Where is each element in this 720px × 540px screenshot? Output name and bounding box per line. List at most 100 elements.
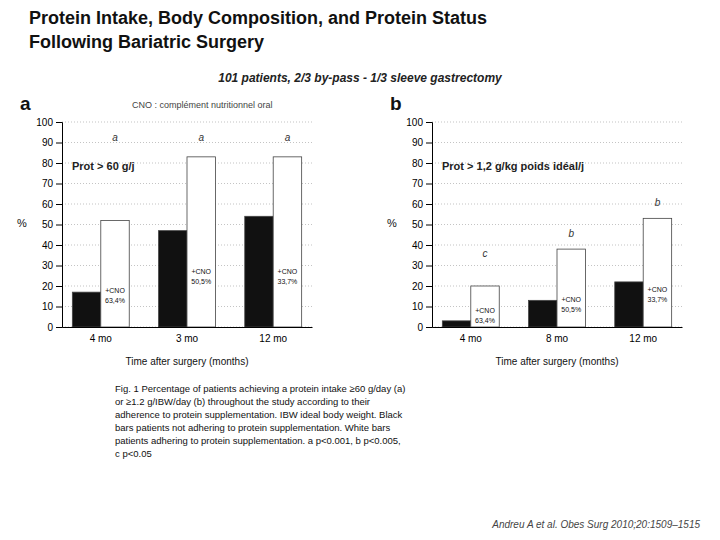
significance-label: b: [655, 197, 661, 208]
grid: [432, 122, 682, 327]
y-tick: 20: [412, 281, 432, 292]
citation: Andreu A et al. Obes Surg 2010;20:1509–1…: [491, 519, 700, 530]
y-axis-title: %: [387, 217, 397, 229]
x-tick: 3 mo: [176, 333, 199, 344]
y-axis: 0102030405060708090100: [36, 117, 62, 333]
y-tick: 20: [42, 281, 62, 292]
annotations: aaa+CNO63,4%+CNO50,5%+CNO33,7%: [105, 132, 298, 305]
y-tick-mark: [56, 122, 62, 123]
bar: [529, 300, 557, 327]
y-tick-mark: [426, 163, 432, 164]
y-tick: 30: [42, 260, 62, 271]
y-tick-label: 10: [412, 301, 424, 312]
annotations: cbb+CNO63,4%+CNO50,5%+CNO33,7%: [475, 197, 668, 324]
y-tick-mark: [426, 327, 432, 328]
significance-label: a: [112, 132, 118, 143]
x-tick-label: 8 mo: [546, 333, 569, 344]
y-tick: 80: [412, 158, 432, 169]
y-tick: 0: [417, 322, 432, 333]
inner-label: +CNO: [191, 268, 211, 275]
x-tick: 8 mo: [546, 333, 569, 344]
grid-line: [432, 204, 682, 205]
caption: patients adhering to protein supplementa…: [115, 435, 401, 446]
inner-label: +CNO: [278, 268, 298, 275]
y-tick: 50: [412, 219, 432, 230]
y-tick-label: 70: [42, 178, 54, 189]
bar: [273, 157, 301, 327]
y-tick-mark: [56, 225, 62, 226]
inner-label: +CNO: [561, 296, 581, 303]
grid: [62, 122, 312, 327]
y-tick-mark: [426, 143, 432, 144]
bar: [442, 321, 470, 327]
inner-label: 33,7%: [278, 278, 298, 285]
y-tick-label: 30: [42, 260, 54, 271]
y-tick: 80: [42, 158, 62, 169]
y-tick: 90: [42, 137, 62, 148]
caption: adherence to protein supplementation. IB…: [115, 409, 403, 420]
panel-subtitle: Prot > 60 g/j: [72, 160, 135, 172]
y-tick-mark: [426, 245, 432, 246]
y-tick: 50: [42, 219, 62, 230]
grid-line: [432, 183, 682, 184]
axis-line: [426, 123, 433, 328]
y-tick-mark: [426, 266, 432, 267]
y-tick-mark: [426, 122, 432, 123]
bars: [72, 157, 301, 327]
y-tick-mark: [56, 163, 62, 164]
y-tick-mark: [56, 307, 62, 308]
caption: Fig. 1 Percentage of patients achieving …: [115, 383, 405, 394]
x-axis: 4 mo3 mo12 mo: [63, 328, 313, 345]
inner-label: 50,5%: [561, 306, 581, 313]
significance-label: b: [568, 228, 574, 239]
y-tick-label: 80: [42, 158, 54, 169]
y-tick-label: 0: [47, 322, 53, 333]
grid-line: [432, 122, 682, 123]
significance-label: a: [198, 132, 204, 143]
y-tick-label: 50: [412, 219, 424, 230]
y-tick-label: 90: [42, 137, 54, 148]
axis-line: [433, 327, 683, 328]
inner-label: 33,7%: [648, 296, 668, 303]
bar: [72, 292, 100, 327]
inner-label: +CNO: [475, 307, 495, 314]
inner-label: +CNO: [105, 287, 125, 294]
y-tick-mark: [56, 286, 62, 287]
x-tick-label: 12 mo: [259, 333, 287, 344]
bar: [557, 249, 585, 327]
y-tick-mark: [56, 143, 62, 144]
y-tick-label: 20: [42, 281, 54, 292]
panel: cbb+CNO63,4%+CNO50,5%+CNO33,7%0102030405…: [387, 93, 682, 367]
y-tick-mark: [56, 266, 62, 267]
panel-label: a: [20, 93, 31, 114]
x-axis-title: Time after surgery (months): [126, 356, 249, 367]
y-tick: 10: [412, 301, 432, 312]
x-tick-label: 12 mo: [629, 333, 657, 344]
y-tick-mark: [56, 184, 62, 185]
x-tick-label: 4 mo: [460, 333, 483, 344]
bar: [159, 231, 187, 327]
inner-label: 63,4%: [475, 317, 495, 324]
caption: c p<0.05: [115, 448, 152, 459]
x-tick: 12 mo: [629, 333, 657, 344]
y-axis: 0102030405060708090100: [406, 117, 432, 333]
x-tick-label: 3 mo: [176, 333, 199, 344]
y-tick-label: 60: [42, 199, 54, 210]
y-tick: 70: [412, 178, 432, 189]
bars: [442, 218, 671, 327]
y-tick: 10: [42, 301, 62, 312]
note: CNO : complément nutritionnel oral: [132, 100, 273, 110]
y-tick-mark: [426, 307, 432, 308]
significance-label: c: [483, 248, 488, 259]
axis-line: [56, 123, 63, 328]
caption: or ≥1.2 g/IBW/day (b) throughout the stu…: [115, 396, 370, 407]
y-tick-label: 100: [36, 117, 53, 128]
y-tick: 0: [47, 322, 62, 333]
y-tick-mark: [56, 327, 62, 328]
x-tick: 4 mo: [460, 333, 483, 344]
bar: [187, 157, 215, 327]
y-tick-mark: [426, 225, 432, 226]
y-tick-label: 90: [412, 137, 424, 148]
y-tick: 90: [412, 137, 432, 148]
y-tick-mark: [426, 184, 432, 185]
